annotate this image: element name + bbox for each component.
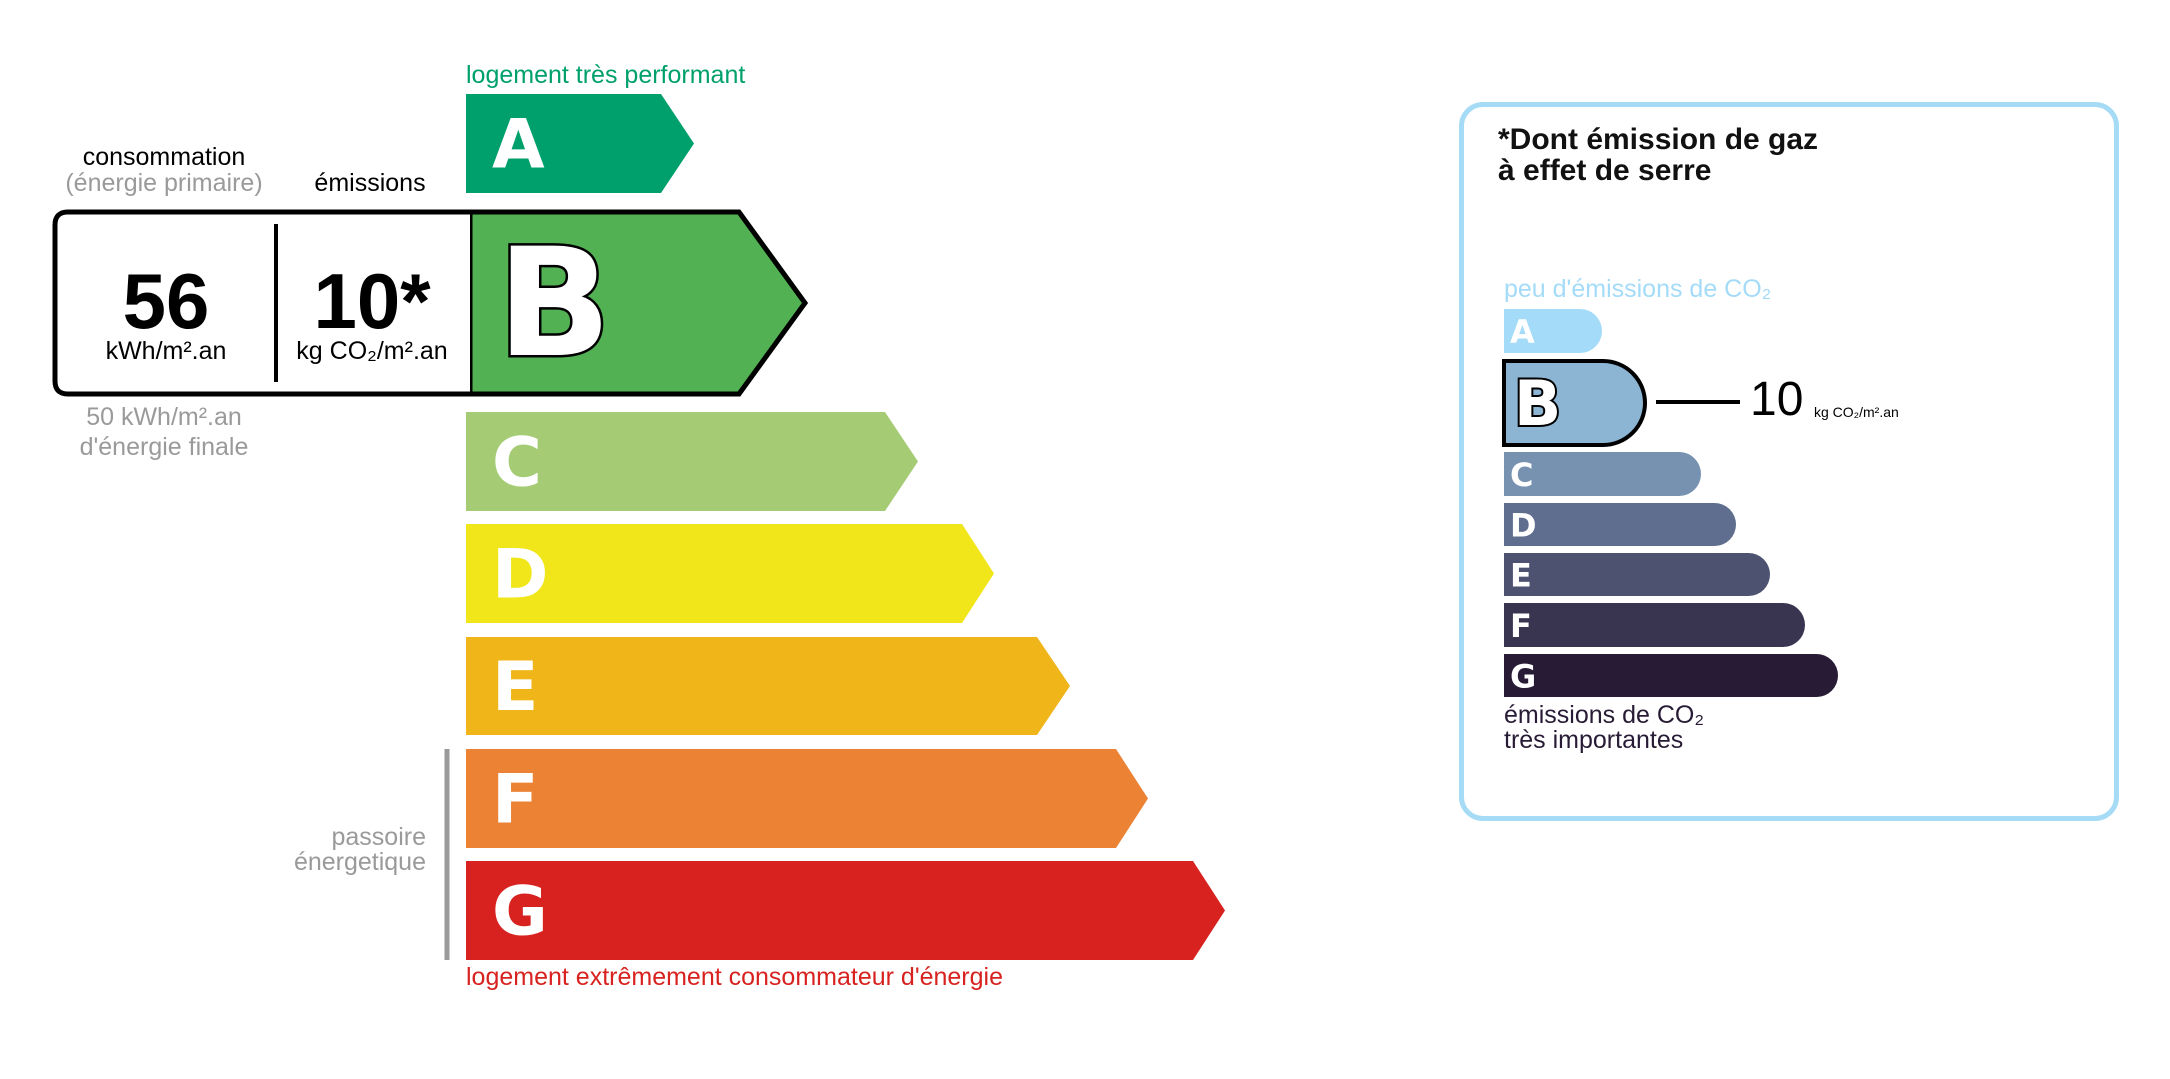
emissions-unit: kg CO₂/m².an — [296, 337, 448, 365]
ges-value: 10 — [1750, 373, 1804, 426]
energy-class-letter: B — [497, 217, 611, 391]
bottom-label: logement extrêmement consommateur d'éner… — [466, 963, 1003, 991]
consumption-header: consommation — [82, 143, 246, 171]
ges-class-a-bar — [1504, 309, 1602, 353]
ges-class-letter: F — [1510, 607, 1532, 645]
consumption-subheader: (énergie primaire) — [65, 169, 263, 197]
consumption-value: 56 — [122, 257, 210, 345]
ges-class-g-bar — [1504, 654, 1838, 697]
energy-class-letter: A — [492, 106, 545, 185]
ges-bottom-line2: très importantes — [1504, 726, 1684, 754]
ges-panel — [1459, 102, 2119, 821]
ges-bottom-line1: émissions de CO₂ — [1504, 701, 1705, 729]
passoire-line1: passoire — [331, 823, 427, 851]
ges-class-c-bar — [1504, 452, 1701, 496]
ges-unit: kg CO₂/m².an — [1814, 404, 1899, 420]
ges-class-letter: C — [1510, 456, 1533, 494]
ges-top-label: peu d'émissions de CO₂ — [1504, 275, 1772, 303]
ges-title-line2: à effet de serre — [1498, 154, 1712, 187]
ges-title: *Dont émission de gaz à effet de serre — [1498, 124, 1818, 186]
energy-class-letter: C — [492, 424, 542, 503]
ges-class-b-bar — [1502, 359, 1647, 447]
consumption-unit: kWh/m².an — [105, 337, 227, 365]
final-energy-label: d'énergie finale — [79, 433, 249, 461]
energy-class-a-bar — [466, 94, 694, 193]
energy-class-f-bar — [466, 749, 1148, 848]
energy-class-letter: G — [492, 873, 548, 952]
energy-class-g-bar — [466, 861, 1225, 960]
energy-class-d-bar — [466, 524, 994, 623]
ges-class-letter: E — [1510, 557, 1532, 595]
top-label: logement très performant — [466, 61, 746, 89]
final-energy-value: 50 kWh/m².an — [86, 403, 242, 431]
energy-class-letter: D — [492, 536, 548, 615]
energy-class-e-bar — [466, 637, 1070, 735]
passoire-line2: énergetique — [293, 848, 426, 876]
energy-class-letter: F — [492, 761, 538, 840]
emissions-header: émissions — [314, 169, 426, 197]
energy-class-c-bar — [466, 412, 918, 511]
ges-class-d-bar — [1504, 503, 1736, 546]
ges-class-f-bar — [1504, 603, 1805, 647]
emissions-value: 10* — [313, 257, 431, 345]
energy-class-letter: E — [492, 648, 538, 727]
ges-class-letter: G — [1510, 658, 1536, 696]
value-box — [52, 209, 470, 397]
ges-class-e-bar — [1504, 553, 1770, 596]
ges-title-line1: *Dont émission de gaz — [1498, 123, 1819, 156]
ges-class-letter: A — [1510, 313, 1535, 351]
ges-class-letter: B — [1514, 367, 1561, 440]
ges-class-letter: D — [1510, 507, 1537, 545]
